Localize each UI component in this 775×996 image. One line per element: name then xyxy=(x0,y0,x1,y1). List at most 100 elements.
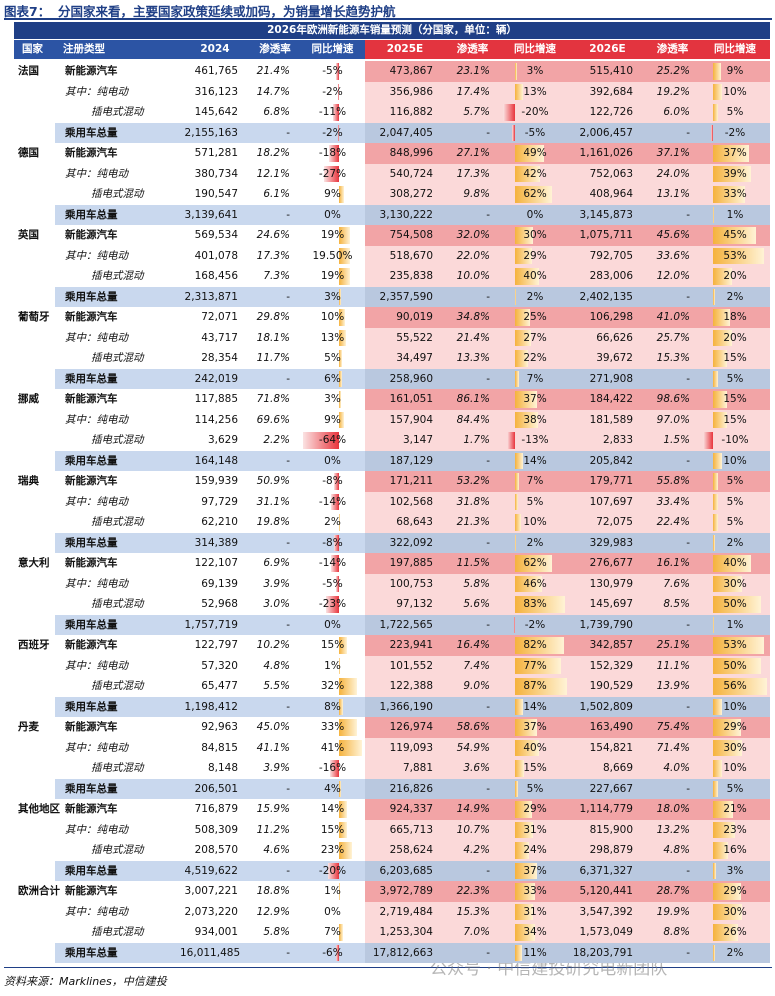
penetration-rate: 5.7% xyxy=(463,106,490,118)
sales-value: 168,456 xyxy=(194,270,238,282)
penetration-rate: - xyxy=(486,290,490,303)
growth-bar xyxy=(337,124,339,141)
row-band xyxy=(365,184,770,205)
growth-value: 14% xyxy=(320,803,345,815)
sales-value: 3,629 xyxy=(207,434,238,446)
row-type: 其中：纯电动 xyxy=(65,659,128,672)
penetration-rate: 18.8% xyxy=(256,885,290,897)
sales-value: 571,281 xyxy=(194,147,238,159)
sales-value: 322,092 xyxy=(389,536,433,549)
penetration-rate: 45.0% xyxy=(256,721,290,733)
growth-value: -8% xyxy=(322,475,343,487)
penetration-rate: 8.8% xyxy=(663,926,690,938)
penetration-rate: 24.6% xyxy=(256,229,290,241)
sales-value: 72,071 xyxy=(201,311,238,323)
penetration-rate: - xyxy=(286,290,290,303)
sales-value: 208,570 xyxy=(194,844,238,856)
row-type: 乘用车总量 xyxy=(65,372,118,385)
penetration-rate: 4.0% xyxy=(663,762,690,774)
sales-value: 316,123 xyxy=(194,85,238,98)
row-band xyxy=(365,81,770,102)
growth-bar xyxy=(514,780,518,797)
growth-bar xyxy=(514,596,565,613)
penetration-rate: 19.2% xyxy=(656,85,690,98)
row-band xyxy=(55,122,365,143)
penetration-rate: - xyxy=(686,208,690,221)
row-type: 其中：纯电动 xyxy=(65,331,128,344)
penetration-rate: 50.9% xyxy=(256,475,290,487)
growth-bar xyxy=(514,329,532,346)
sales-value: 28,354 xyxy=(201,352,238,364)
penetration-rate: - xyxy=(486,536,490,549)
growth-bar xyxy=(514,309,530,326)
growth-value: 19% xyxy=(320,270,345,282)
sales-value: 3,147 xyxy=(402,434,433,446)
row-band xyxy=(365,840,770,861)
growth-bar xyxy=(334,473,339,490)
growth-value: 33% xyxy=(523,885,547,897)
growth-value: -16% xyxy=(318,762,347,774)
row-type: 乘用车总量 xyxy=(65,290,118,303)
sales-value: 2,006,457 xyxy=(579,126,633,139)
growth-value: 56% xyxy=(723,680,747,692)
penetration-rate: 18.2% xyxy=(256,147,290,159)
penetration-rate: 4.6% xyxy=(263,844,290,856)
growth-bar xyxy=(514,247,533,264)
penetration-rate: 71.8% xyxy=(256,393,290,405)
sales-value: 8,669 xyxy=(602,762,633,774)
sales-value: 271,908 xyxy=(589,372,633,385)
growth-bar xyxy=(712,924,738,941)
growth-value: 0% xyxy=(324,618,341,631)
growth-bar xyxy=(712,104,718,121)
row-band xyxy=(365,61,770,82)
growth-bar xyxy=(511,124,515,141)
penetration-rate: 3.6% xyxy=(463,762,490,774)
penetration-rate: - xyxy=(286,946,290,959)
growth-value: 37% xyxy=(523,864,547,877)
growth-bar xyxy=(338,719,358,736)
penetration-rate: 14.9% xyxy=(456,803,490,815)
row-type: 插电式混动 xyxy=(91,270,144,282)
sales-value: 62,210 xyxy=(201,516,238,528)
penetration-rate: 21.4% xyxy=(456,331,490,344)
growth-value: 5% xyxy=(726,516,744,528)
growth-bar xyxy=(338,801,347,818)
penetration-rate: 25.2% xyxy=(656,65,690,77)
sales-value: 68,643 xyxy=(396,516,433,528)
sales-value: 518,670 xyxy=(389,249,433,262)
growth-value: -27% xyxy=(318,167,347,180)
sales-value: 792,705 xyxy=(589,249,633,262)
growth-bar xyxy=(514,842,530,859)
growth-bar xyxy=(514,350,529,367)
sales-value: 171,211 xyxy=(389,475,433,487)
growth-bar xyxy=(514,370,520,387)
penetration-rate: 98.6% xyxy=(656,393,690,405)
row-band xyxy=(365,430,770,451)
penetration-rate: 97.0% xyxy=(656,413,690,426)
growth-value: 53% xyxy=(723,249,747,262)
growth-bar xyxy=(712,944,715,961)
penetration-rate: - xyxy=(286,536,290,549)
sales-value: 190,547 xyxy=(194,188,238,200)
sales-value: 154,821 xyxy=(589,741,633,754)
sales-value: 235,838 xyxy=(389,270,433,282)
column-header: 国家 xyxy=(14,40,55,59)
sales-value: 107,697 xyxy=(589,495,633,508)
growth-bar xyxy=(712,862,716,879)
penetration-rate: 22.3% xyxy=(456,885,490,897)
sales-value: 157,904 xyxy=(389,413,433,426)
growth-bar xyxy=(514,657,561,674)
sales-value: 187,129 xyxy=(389,454,433,467)
penetration-rate: - xyxy=(686,700,690,713)
row-band xyxy=(365,737,770,758)
row-band xyxy=(365,881,770,902)
sales-value: 1,161,026 xyxy=(579,147,633,159)
growth-value: 27% xyxy=(523,331,547,344)
penetration-rate: 23.1% xyxy=(456,65,490,77)
penetration-rate: - xyxy=(686,536,690,549)
growth-value: 15% xyxy=(723,352,747,364)
growth-bar xyxy=(712,719,741,736)
growth-bar xyxy=(514,637,564,654)
column-header: 渗透率 xyxy=(250,40,300,59)
row-type: 新能源汽车 xyxy=(65,65,118,77)
